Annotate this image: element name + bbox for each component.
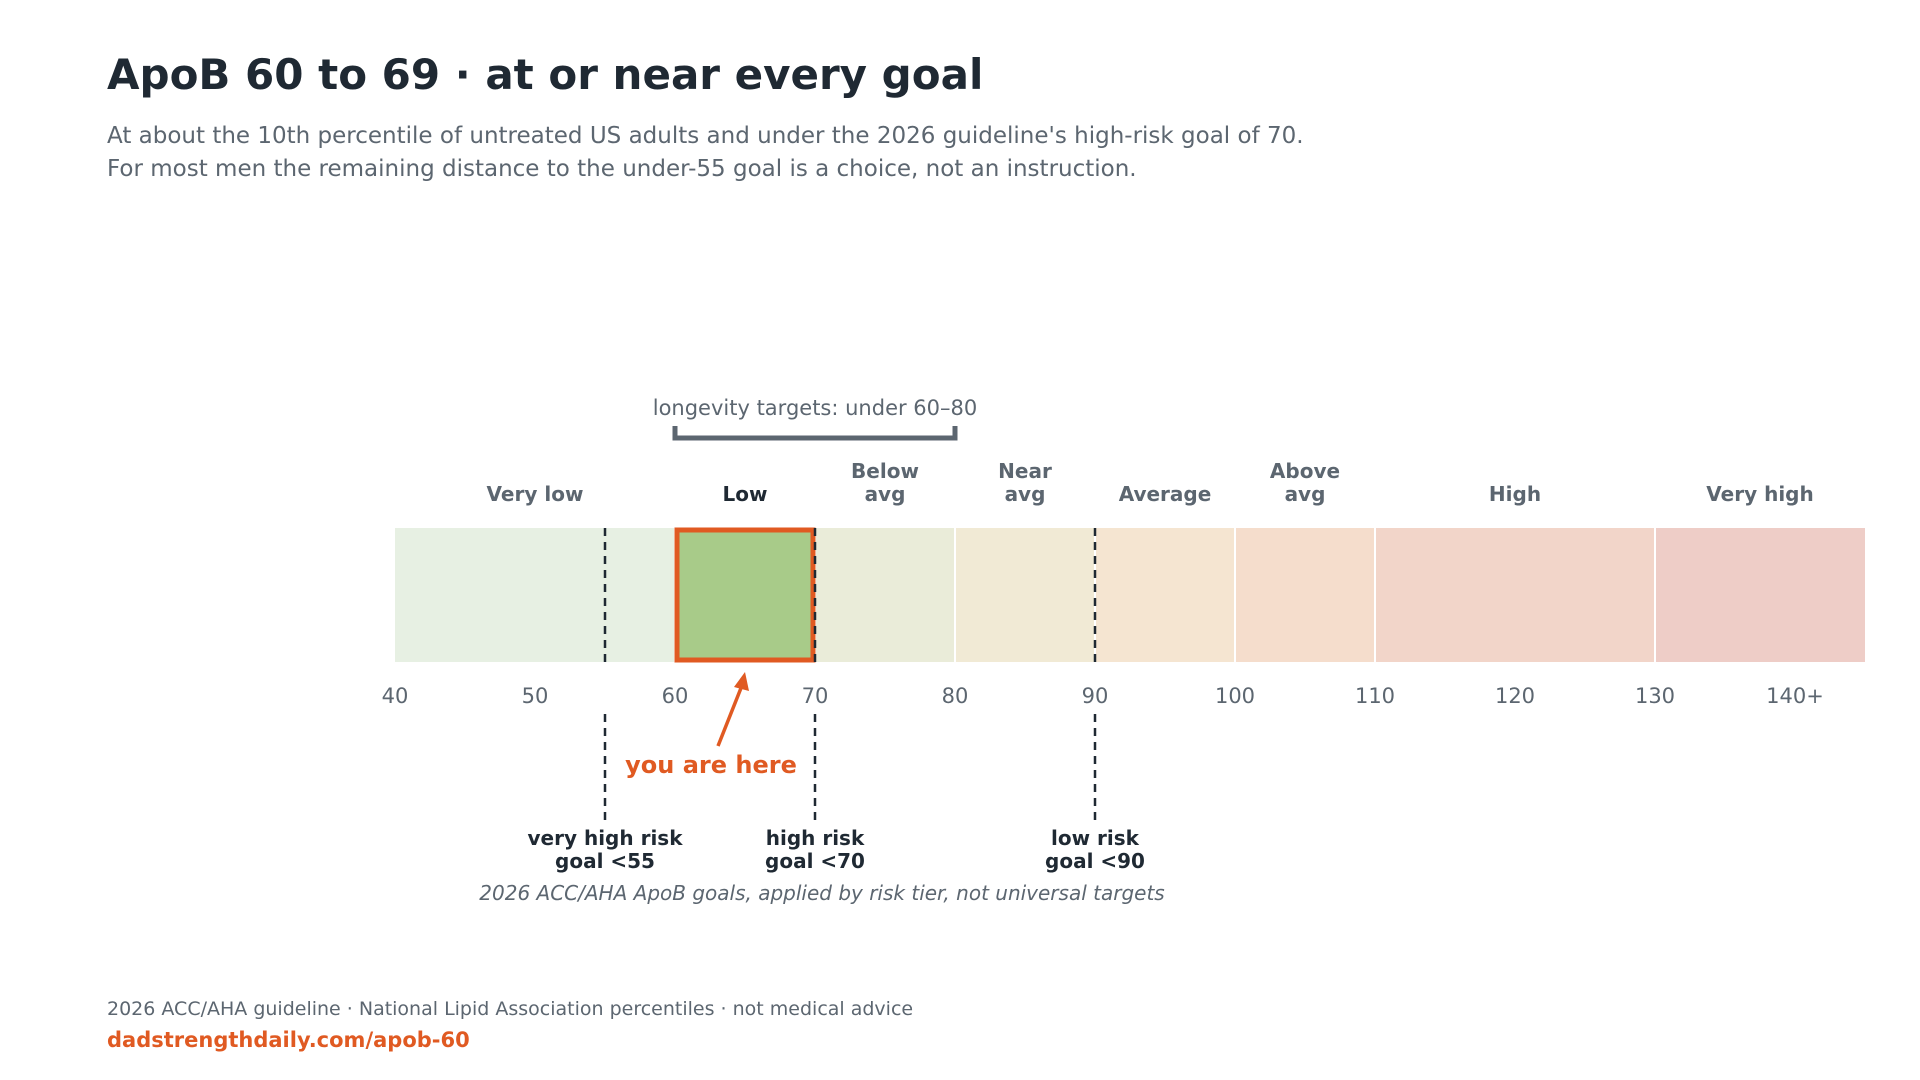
highlight-box	[674, 527, 816, 663]
band-6	[1375, 528, 1655, 662]
goal-label-0: very high risk goal <55	[528, 826, 684, 873]
you-are-here-label: you are here	[625, 751, 797, 779]
band-1	[675, 528, 815, 662]
tick-label-1: 50	[522, 684, 549, 708]
band-4	[1095, 528, 1235, 662]
tick-label-7: 110	[1355, 684, 1395, 708]
tick-label-6: 100	[1215, 684, 1255, 708]
tick-label-8: 120	[1495, 684, 1535, 708]
band-0	[395, 528, 675, 662]
tick-label-2: 60	[662, 684, 689, 708]
you-are-here-arrowhead	[734, 672, 749, 691]
goal-label-2: low risk goal <90	[1045, 826, 1145, 873]
tick-label-3: 70	[802, 684, 829, 708]
band-label-7: Very high	[1706, 482, 1813, 506]
page-title: ApoB 60 to 69 · at or near every goal	[107, 50, 984, 99]
band-label-6: High	[1489, 482, 1541, 506]
band-label-0: Very low	[487, 482, 584, 506]
tick-label-9: 130	[1635, 684, 1675, 708]
goals-caption: 2026 ACC/AHA ApoB goals, applied by risk…	[479, 881, 1164, 905]
band-label-3: Near avg	[998, 459, 1052, 506]
band-3	[955, 528, 1095, 662]
tick-label-0: 40	[382, 684, 409, 708]
band-label-2: Below avg	[851, 459, 919, 506]
footer-link[interactable]: dadstrengthdaily.com/apob-60	[107, 1028, 470, 1052]
band-label-4: Average	[1119, 482, 1212, 506]
tick-label-5: 90	[1082, 684, 1109, 708]
page-subtitle: At about the 10th percentile of untreate…	[107, 120, 1304, 186]
subtitle-line-2: For most men the remaining distance to t…	[107, 156, 1137, 182]
subtitle-line-1: At about the 10th percentile of untreate…	[107, 123, 1304, 149]
tick-label-4: 80	[942, 684, 969, 708]
longevity-bracket-label: longevity targets: under 60–80	[653, 396, 978, 420]
longevity-bracket	[672, 426, 958, 441]
you-are-here-arrow	[716, 682, 745, 747]
band-label-5: Above avg	[1270, 459, 1340, 506]
band-2	[815, 528, 955, 662]
band-5	[1235, 528, 1375, 662]
band-7	[1655, 528, 1865, 662]
goal-label-1: high risk goal <70	[765, 826, 865, 873]
tick-label-10: 140+	[1766, 684, 1824, 708]
band-label-1: Low	[723, 482, 768, 506]
footer-source: 2026 ACC/AHA guideline · National Lipid …	[107, 998, 914, 1020]
